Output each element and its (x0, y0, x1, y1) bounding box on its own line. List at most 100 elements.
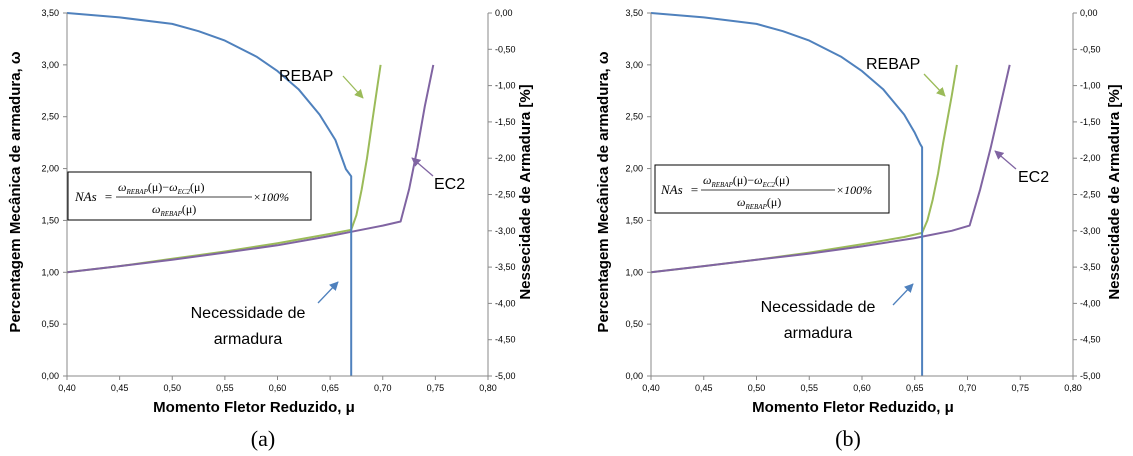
y-tick-label: 0,00 (625, 371, 643, 381)
y-axis-title-b: Percentagem Mecânica de armadura, ω (595, 51, 612, 332)
x-tick-label: 0,60 (269, 383, 287, 393)
y2-tick-label: -4,50 (495, 335, 516, 345)
formula-numerator-b: ωREBAP(μ)−ωEC2(μ) (703, 173, 789, 189)
x-tick-label: 0,65 (321, 383, 339, 393)
x-tick-label: 0,40 (58, 383, 76, 393)
x-tick-label: 0,65 (906, 383, 924, 393)
chart-panel-b: 0,40 0,45 0,50 0,55 0,60 0,65 0,70 0,75 0,80 0,00… (595, 8, 1123, 451)
arrow-necessidade-a (317, 281, 339, 304)
annotation-ec2-b: EC2 (1018, 169, 1049, 186)
formula-eq-b: = (690, 182, 699, 197)
y2-tick-label: -3,00 (1080, 226, 1101, 236)
y-tick-label: 3,50 (625, 8, 643, 18)
x-tick-label: 0,40 (642, 383, 660, 393)
panel-label-a: (a) (251, 426, 275, 451)
formula-box-a: NAs = ωREBAP(μ)−ωEC2(μ) ωREBAP(μ) ×100% (67, 171, 312, 221)
y2-axis-title-a: Nessecidade de Armadura [%] (517, 84, 534, 299)
annotation-ec2-a: EC2 (434, 176, 465, 193)
x-tick-label: 0,50 (163, 383, 181, 393)
y2-tick-label: -1,50 (495, 117, 516, 127)
x-tick-label: 0,50 (748, 383, 766, 393)
y-tick-label: 3,00 (625, 60, 643, 70)
x-tick-label: 0,60 (853, 383, 871, 393)
y2-tick-label: -3,50 (495, 262, 516, 272)
formula-lhs-b: NAs (660, 182, 683, 197)
y2-tick-label: 0,00 (1080, 8, 1098, 18)
y-tick-label: 2,00 (625, 164, 643, 174)
y2-tick-label: -4,50 (1080, 335, 1101, 345)
y2-tick-label: -2,50 (495, 190, 516, 200)
y2-tick-label: -2,00 (495, 153, 516, 163)
y2-tick-label: -1,50 (1080, 117, 1101, 127)
y-tick-label: 2,50 (41, 112, 59, 122)
x-tick-label: 0,70 (959, 383, 977, 393)
arrow-rebap-a (342, 75, 364, 99)
arrow-necessidade-b (892, 283, 914, 306)
y-tick-label: 0,50 (41, 319, 59, 329)
y2-axis-title-b: Nessecidade de Armadura [%] (1106, 84, 1123, 299)
y-tick-label: 2,00 (41, 164, 59, 174)
y2-tick-label: -1,00 (1080, 81, 1101, 91)
x-tick-label: 0,45 (695, 383, 713, 393)
arrow-rebap-b (923, 73, 946, 97)
y-axis-title-a: Percentagem Mecânica de armadura, ω (7, 51, 24, 332)
y-tick-label: 0,00 (41, 371, 59, 381)
series-rebap-a (66, 64, 382, 274)
x-tick-label: 0,75 (1011, 383, 1029, 393)
formula-eq-a: = (104, 189, 113, 204)
formula-box-b: NAs = ωREBAP(μ)−ωEC2(μ) ωREBAP(μ) ×100% (654, 164, 890, 214)
series-layer-b (650, 12, 1011, 376)
series-necessidade-de-armadura-b (650, 12, 924, 376)
formula-suffix-b: ×100% (836, 183, 872, 197)
y2-tick-label: -4,00 (1080, 298, 1101, 308)
series-ec2-b (650, 64, 1011, 274)
x-tick-label: 0,80 (479, 383, 497, 393)
series-necessidade-de-armadura-a (66, 12, 353, 376)
y-tick-label: 2,50 (625, 112, 643, 122)
annotation-necessidade-b-line1: Necessidade de (761, 299, 876, 316)
chart-panel-a: 0,40 0,45 0,50 0,55 0,60 0,65 0,70 0,75 0,80 0,00… (7, 8, 534, 451)
formula-suffix-a: ×100% (253, 190, 289, 204)
y2-tick-label: -5,00 (495, 371, 516, 381)
y2-tick-label: -1,00 (495, 81, 516, 91)
x-tick-label: 0,45 (111, 383, 129, 393)
y2-tick-label: -0,50 (1080, 44, 1101, 54)
x-tick-label: 0,70 (374, 383, 392, 393)
x-axis-title-b: Momento Fletor Reduzido, μ (752, 399, 954, 416)
y-tick-label: 3,00 (41, 60, 59, 70)
y2-tick-label: -3,00 (495, 226, 516, 236)
y2-tick-label: -4,00 (495, 298, 516, 308)
y-tick-label: 1,50 (41, 215, 59, 225)
annotation-necessidade-b-line2: armadura (784, 325, 853, 342)
annotation-rebap-b: REBAP (866, 56, 920, 73)
y-tick-label: 0,50 (625, 319, 643, 329)
y2-tick-label: -2,00 (1080, 153, 1101, 163)
x-axis-title-a: Momento Fletor Reduzido, μ (153, 399, 355, 416)
arrow-ec2-b (994, 150, 1017, 170)
annotation-necessidade-a-line1: Necessidade de (191, 305, 306, 322)
y2-tick-label: -2,50 (1080, 190, 1101, 200)
arrow-ec2-a (411, 157, 434, 177)
axes-layer-a: 0,40 0,45 0,50 0,55 0,60 0,65 0,70 0,75 0,80 0,00… (41, 8, 515, 393)
y-tick-label: 1,00 (625, 267, 643, 277)
y-tick-label: 3,50 (41, 8, 59, 18)
y-tick-label: 1,00 (41, 267, 59, 277)
y2-tick-label: -5,00 (1080, 371, 1101, 381)
x-tick-label: 0,80 (1064, 383, 1082, 393)
y2-tick-label: 0,00 (495, 8, 513, 18)
x-tick-label: 0,75 (427, 383, 445, 393)
y2-tick-label: -0,50 (495, 44, 516, 54)
panel-label-b: (b) (835, 426, 861, 451)
formula-denominator-b: ωREBAP(μ) (737, 195, 781, 211)
y-tick-label: 1,50 (625, 215, 643, 225)
y2-tick-label: -3,50 (1080, 262, 1101, 272)
series-ec2-a (66, 64, 435, 274)
annotation-necessidade-a-line2: armadura (214, 331, 283, 348)
series-layer-a (66, 12, 435, 376)
formula-numerator-a: ωREBAP(μ)−ωEC2(μ) (118, 180, 204, 196)
x-tick-label: 0,55 (216, 383, 234, 393)
axes-layer-b: 0,40 0,45 0,50 0,55 0,60 0,65 0,70 0,75 0,80 0,00… (625, 8, 1100, 393)
annotation-rebap-a: REBAP (279, 68, 333, 85)
formula-denominator-a: ωREBAP(μ) (152, 202, 196, 218)
